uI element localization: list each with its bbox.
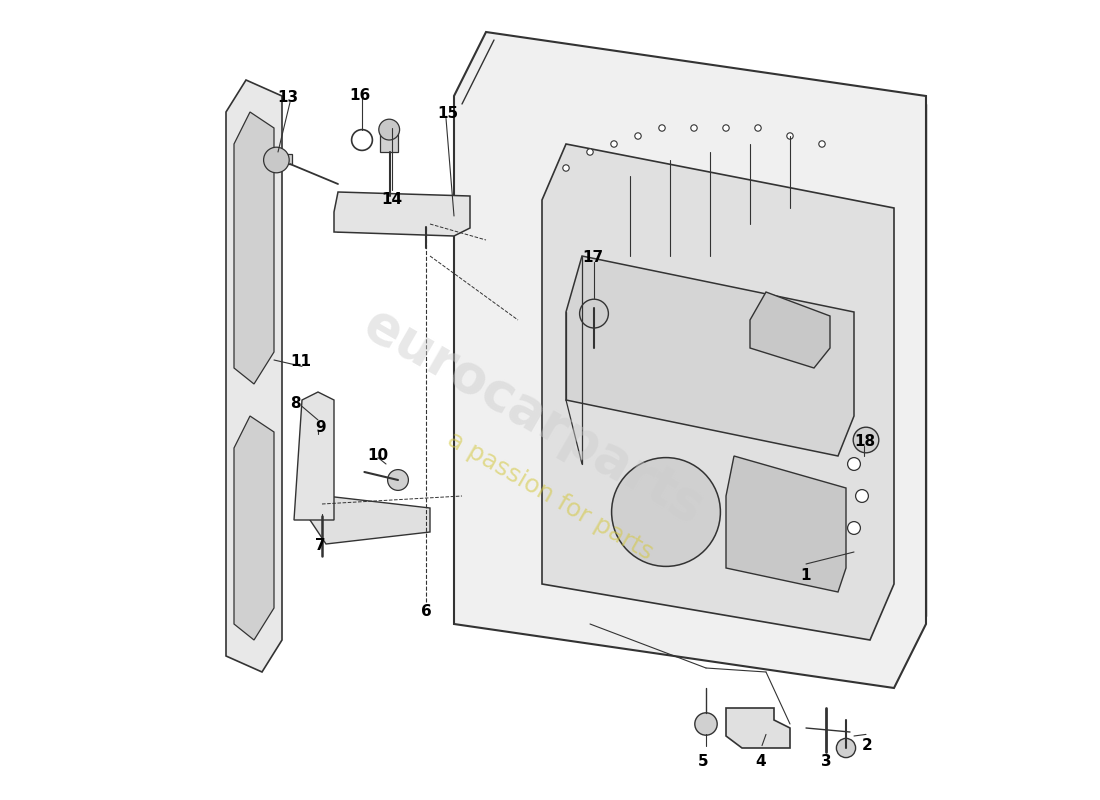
Text: 1: 1 <box>801 569 812 583</box>
Text: a passion for parts: a passion for parts <box>443 427 657 565</box>
Circle shape <box>755 125 761 131</box>
Text: 17: 17 <box>583 250 604 265</box>
Polygon shape <box>234 416 274 640</box>
Circle shape <box>586 149 593 155</box>
Text: 7: 7 <box>315 538 326 553</box>
Circle shape <box>818 141 825 147</box>
Polygon shape <box>726 708 790 748</box>
Polygon shape <box>234 112 274 384</box>
Circle shape <box>659 125 666 131</box>
Circle shape <box>856 490 868 502</box>
Circle shape <box>387 470 408 490</box>
Text: 14: 14 <box>381 193 403 207</box>
Polygon shape <box>542 144 894 640</box>
Circle shape <box>848 522 860 534</box>
Circle shape <box>848 458 860 470</box>
Polygon shape <box>750 292 830 368</box>
Bar <box>307 430 328 448</box>
Polygon shape <box>294 392 334 520</box>
Polygon shape <box>226 80 282 672</box>
Circle shape <box>836 738 856 758</box>
Text: 15: 15 <box>437 106 459 121</box>
Circle shape <box>610 141 617 147</box>
Polygon shape <box>334 192 470 236</box>
Polygon shape <box>338 212 454 232</box>
Polygon shape <box>566 256 854 456</box>
Text: 10: 10 <box>367 449 388 463</box>
Circle shape <box>635 133 641 139</box>
Circle shape <box>306 408 330 432</box>
Circle shape <box>691 125 697 131</box>
Text: 11: 11 <box>290 354 311 369</box>
Polygon shape <box>310 496 430 544</box>
Circle shape <box>563 165 569 171</box>
Polygon shape <box>454 32 926 688</box>
Text: 9: 9 <box>315 421 326 435</box>
Bar <box>274 154 292 164</box>
Polygon shape <box>726 456 846 592</box>
Circle shape <box>378 119 399 140</box>
Text: 8: 8 <box>290 397 301 411</box>
Text: 5: 5 <box>698 754 708 769</box>
Text: 13: 13 <box>277 90 298 105</box>
Circle shape <box>264 147 289 173</box>
Circle shape <box>786 133 793 139</box>
Circle shape <box>612 458 720 566</box>
Text: 2: 2 <box>862 738 873 753</box>
Text: 16: 16 <box>349 89 371 103</box>
Text: 6: 6 <box>420 605 431 619</box>
Text: 4: 4 <box>755 754 766 769</box>
Circle shape <box>580 299 608 328</box>
Circle shape <box>695 713 717 735</box>
Ellipse shape <box>408 205 444 227</box>
Text: 3: 3 <box>821 754 832 769</box>
Text: 18: 18 <box>854 434 874 449</box>
Circle shape <box>854 427 879 453</box>
Circle shape <box>723 125 729 131</box>
Bar <box>381 132 398 152</box>
Text: eurocarparts: eurocarparts <box>355 298 713 534</box>
Bar <box>314 505 330 516</box>
